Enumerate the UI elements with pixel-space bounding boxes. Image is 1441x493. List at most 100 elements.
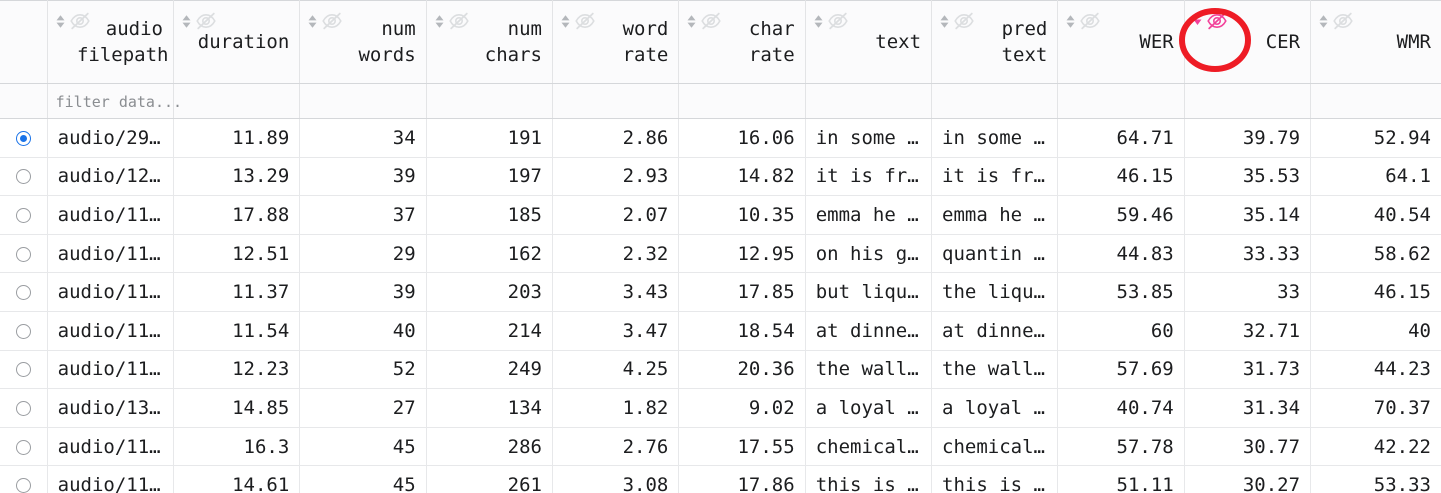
cell-value: 14.85 (232, 396, 290, 419)
cell-num_chars: 286 (426, 427, 554, 467)
sort-updown-icon[interactable] (180, 13, 193, 30)
row-radio-button[interactable] (15, 285, 31, 301)
row-radio-button[interactable] (15, 323, 31, 339)
filter-input-text[interactable] (805, 83, 933, 119)
cell-num_words: 27 (299, 388, 427, 428)
eye-slash-icon[interactable] (700, 12, 722, 30)
eye-slash-icon[interactable] (448, 12, 470, 30)
table-row[interactable]: audio/110… 11.37 39 203 3.43 17.85 but liqui… t… (0, 272, 1441, 312)
row-radio-cell[interactable] (0, 465, 48, 493)
cell-audio_filepath: audio/112… (47, 234, 174, 274)
row-radio-cell[interactable] (0, 234, 48, 274)
table-row[interactable]: audio/112… 17.88 37 185 2.07 10.35 emma he s… e… (0, 195, 1441, 235)
row-radio-button[interactable] (15, 130, 31, 146)
cell-value: 286 (507, 435, 542, 458)
column-header-num_words[interactable]: num words (299, 0, 427, 84)
cell-num_words: 45 (299, 465, 427, 493)
sort-updown-icon[interactable] (1064, 13, 1077, 30)
sort-updown-icon[interactable] (1317, 13, 1330, 30)
filter-input-wer[interactable] (1057, 83, 1185, 119)
row-radio-button[interactable] (15, 400, 31, 416)
column-header-duration[interactable]: duration (173, 0, 301, 84)
table-row[interactable]: audio/131… 14.85 27 134 1.82 9.02 a loyal w… a … (0, 388, 1441, 428)
column-header-word_rate[interactable]: word rate (552, 0, 680, 84)
table-row[interactable]: audio/112… 11.54 40 214 3.47 18.54 at dinner… a… (0, 311, 1441, 351)
filter-input-pred_text[interactable] (931, 83, 1059, 119)
cell-value: in some i… (942, 126, 1048, 149)
filter-input-duration[interactable] (173, 83, 301, 119)
header-row: audio filepath duration num words num chars… (0, 0, 1441, 84)
cell-char_rate: 17.86 (678, 465, 806, 493)
column-header-cer[interactable]: CER (1184, 0, 1312, 84)
sort-updown-icon[interactable] (685, 13, 698, 30)
filter-input-num_words[interactable] (299, 83, 427, 119)
row-radio-cell[interactable] (0, 311, 48, 351)
sort-updown-icon[interactable] (812, 13, 825, 30)
eye-slash-icon[interactable] (1079, 12, 1101, 30)
column-header-text[interactable]: text (805, 0, 933, 84)
table-row[interactable]: audio/121… 13.29 39 197 2.93 14.82 it is fro… i… (0, 157, 1441, 197)
filter-input-num_chars[interactable] (426, 83, 554, 119)
row-radio-cell[interactable] (0, 388, 48, 428)
eye-slash-icon[interactable] (321, 12, 343, 30)
column-header-audio_filepath[interactable]: audio filepath (47, 0, 174, 84)
table-row[interactable]: audio/110… 14.61 45 261 3.08 17.86 this is n… t… (0, 465, 1441, 493)
table-row[interactable]: audio/112… 12.23 52 249 4.25 20.36 the walls… t… (0, 350, 1441, 390)
sort-updown-icon[interactable] (559, 13, 572, 30)
cell-value: 40 (392, 319, 416, 342)
filter-input-cer[interactable] (1184, 83, 1312, 119)
row-radio-cell[interactable] (0, 272, 48, 312)
filter-input-word_rate[interactable] (552, 83, 680, 119)
cell-value: 14.82 (737, 165, 795, 188)
sort-updown-icon[interactable] (54, 13, 67, 30)
cell-value: 60 (1150, 319, 1174, 342)
cell-value: 14.61 (232, 474, 290, 493)
table-row[interactable]: audio/110… 16.3 45 286 2.76 17.55 chemical … ch… (0, 427, 1441, 467)
filter-input-wmr[interactable] (1310, 83, 1441, 119)
cell-num_words: 45 (299, 427, 427, 467)
row-radio-button[interactable] (15, 169, 31, 185)
cell-wmr: 40.54 (1310, 195, 1441, 235)
sort-updown-icon[interactable] (938, 13, 951, 30)
cell-value: chemical … (815, 435, 922, 458)
cell-value: 57.69 (1116, 358, 1174, 381)
cell-wmr: 70.37 (1310, 388, 1441, 428)
row-radio-cell[interactable] (0, 195, 48, 235)
cell-word_rate: 1.82 (552, 388, 680, 428)
sort-updown-icon[interactable] (306, 13, 319, 30)
table-row[interactable]: audio/112… 12.51 29 162 2.32 12.95 on his go… q… (0, 234, 1441, 274)
column-header-wmr[interactable]: WMR (1310, 0, 1441, 84)
cell-wmr: 40 (1310, 311, 1441, 351)
eye-slash-icon[interactable] (953, 12, 975, 30)
row-radio-cell[interactable] (0, 157, 48, 197)
cell-value: 32.71 (1242, 319, 1301, 342)
eye-slash-icon[interactable] (1206, 12, 1228, 30)
column-header-char_rate[interactable]: char rate (678, 0, 806, 84)
row-radio-cell[interactable] (0, 118, 48, 158)
eye-slash-icon[interactable] (195, 12, 217, 30)
cell-value: 53.33 (1373, 474, 1431, 493)
eye-slash-icon[interactable] (1332, 12, 1354, 30)
sort-descending-icon[interactable] (1191, 13, 1204, 30)
filter-input-char_rate[interactable] (678, 83, 806, 119)
column-header-wer[interactable]: WER (1057, 0, 1185, 84)
row-radio-button[interactable] (15, 207, 31, 223)
column-header-pred_text[interactable]: pred text (931, 0, 1059, 84)
row-radio-cell[interactable] (0, 427, 48, 467)
row-radio-button[interactable] (15, 478, 31, 493)
table-row[interactable]: audio/290… 11.89 34 191 2.86 16.06 in some i… i… (0, 118, 1441, 158)
eye-slash-icon[interactable] (69, 12, 91, 30)
filter-input-audio_filepath[interactable]: filter data... (47, 83, 182, 119)
row-radio-button[interactable] (15, 439, 31, 455)
eye-slash-icon[interactable] (827, 12, 849, 30)
row-radio-button[interactable] (15, 362, 31, 378)
cell-value: emma he s… (942, 203, 1048, 226)
sort-updown-icon[interactable] (433, 13, 446, 30)
cell-char_rate: 10.35 (678, 195, 806, 235)
row-radio-button[interactable] (15, 246, 31, 262)
cell-value: in some i… (815, 126, 922, 149)
column-header-num_chars[interactable]: num chars (426, 0, 554, 84)
eye-slash-icon[interactable] (574, 12, 596, 30)
cell-word_rate: 2.76 (552, 427, 680, 467)
row-radio-cell[interactable] (0, 350, 48, 390)
